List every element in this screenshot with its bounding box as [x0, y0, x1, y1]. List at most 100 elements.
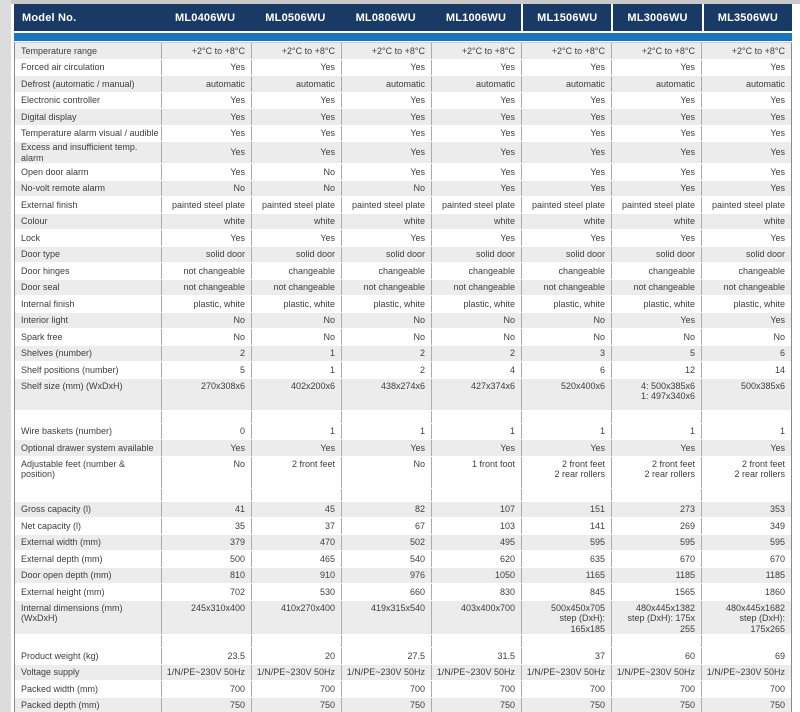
spec-value: Yes — [341, 440, 431, 456]
spec-value: solid door — [431, 246, 521, 262]
spec-value: 353 — [701, 501, 791, 517]
spec-value: 500x450x705 step (DxH): 165x185 — [521, 600, 611, 634]
spec-value: not changeable — [161, 279, 251, 295]
spec-row-open-door-alarm: Open door alarm Yes No Yes Yes Yes Yes Yes — [15, 164, 791, 181]
spec-row-product-weight: Product weight (kg) 23.5 20 27.5 31.5 37 60 69 — [15, 648, 791, 665]
spec-value: 107 — [431, 501, 521, 517]
spec-value: painted steel plate — [431, 197, 521, 213]
spec-value: plastic, white — [701, 296, 791, 312]
row-label: Packed depth (mm) — [21, 700, 100, 710]
spec-value: Yes — [341, 92, 431, 108]
spec-value: 1 — [251, 345, 341, 361]
spec-value: 379 — [161, 534, 251, 550]
spec-value: 2 front feet 2 rear rollers — [611, 456, 701, 488]
spec-row-shelves-number: Shelves (number) 2 1 2 2 3 5 6 — [15, 345, 791, 362]
spec-value: Yes — [341, 59, 431, 75]
scan-edge-top — [0, 0, 800, 4]
spacer-cell — [701, 488, 791, 501]
row-label: No-volt remote alarm — [21, 183, 106, 193]
row-label: Shelf positions (number) — [21, 364, 119, 375]
spec-row-temperature-alarm: Temperature alarm visual / audible Yes Yes… — [15, 125, 791, 142]
spec-value: white — [431, 213, 521, 229]
spec-row-digital-display: Digital display Yes Yes Yes Yes Yes Yes Yes — [15, 109, 791, 126]
spec-value: 1860 — [701, 584, 791, 600]
header-model-ml0806wu: ML0806WU — [355, 11, 416, 24]
spec-row-internal-finish: Internal finish plastic, white plastic, wh… — [15, 296, 791, 313]
spec-value: automatic — [341, 76, 431, 92]
spec-value: 480x445x1382 step (DxH): 175x 255 — [611, 600, 701, 634]
spec-value: 141 — [521, 518, 611, 534]
spec-value: Yes — [701, 312, 791, 328]
spec-value: No — [161, 329, 251, 345]
spacer-cell — [521, 488, 611, 501]
spec-value: 500 — [161, 551, 251, 567]
spec-value: 269 — [611, 518, 701, 534]
spec-value: 635 — [521, 551, 611, 567]
spec-value: Yes — [701, 125, 791, 141]
spec-value: 1185 — [701, 567, 791, 583]
spacer-cell — [161, 410, 251, 423]
spec-value: Yes — [521, 125, 611, 141]
spec-value: +2°C to +8°C — [701, 43, 791, 59]
spec-row-adjustable-feet: Adjustable feet (number & position) No 2 f… — [15, 456, 791, 489]
spec-value: Yes — [611, 312, 701, 328]
spec-value: Yes — [251, 125, 341, 141]
spec-value: 910 — [251, 567, 341, 583]
spec-value: Yes — [701, 440, 791, 456]
spec-value: 23.5 — [161, 648, 251, 664]
spec-value: Yes — [701, 59, 791, 75]
spec-value: Yes — [251, 142, 341, 163]
row-label: Adjustable feet (number & position) — [21, 458, 126, 480]
spec-value: Yes — [521, 109, 611, 125]
spec-value: 20 — [251, 648, 341, 664]
row-label: Internal finish — [21, 298, 75, 309]
spec-value: solid door — [611, 246, 701, 262]
row-label: Spark free — [21, 331, 63, 342]
spec-value: 670 — [611, 551, 701, 567]
spec-value: 976 — [341, 567, 431, 583]
spacer-cell — [341, 635, 431, 647]
spec-value: Yes — [161, 230, 251, 246]
row-label: Product weight (kg) — [21, 650, 99, 661]
row-label: Open door alarm — [21, 166, 89, 177]
spec-value: No — [701, 329, 791, 345]
spec-value: not changeable — [701, 279, 791, 295]
spec-value: Yes — [611, 59, 701, 75]
spec-value: 69 — [701, 648, 791, 664]
header-model-ml1006wu: ML1006WU — [445, 11, 507, 24]
spec-value: No — [521, 312, 611, 328]
row-label: Interior light — [21, 315, 69, 325]
spec-value: Yes — [431, 230, 521, 246]
spec-value: 750 — [251, 697, 341, 712]
spec-row-shelf-size: Shelf size (mm) (WxDxH) 270x308x6 402x200x… — [15, 378, 791, 411]
spec-value: Yes — [431, 180, 521, 196]
spacer-row — [15, 410, 791, 424]
spec-value: 402x200x6 — [251, 378, 341, 410]
spacer-cell — [701, 635, 791, 647]
row-label: Gross capacity (l) — [21, 504, 92, 514]
spec-value: 2 — [341, 345, 431, 361]
scan-edge-left — [0, 0, 11, 712]
spec-value: 270x308x6 — [161, 378, 251, 410]
spec-value: 349 — [701, 518, 791, 534]
spec-row-door-type: Door type solid door solid door solid door s… — [15, 246, 791, 263]
spec-value: Yes — [521, 59, 611, 75]
spec-value: No — [521, 329, 611, 345]
spec-value: 1/N/PE~230V 50Hz — [701, 664, 791, 680]
row-label: External depth (mm) — [21, 553, 103, 564]
spec-value: 67 — [341, 518, 431, 534]
row-label: Electronic controller — [21, 95, 101, 105]
row-label: Shelves (number) — [21, 348, 93, 358]
spec-value: automatic — [431, 76, 521, 92]
spec-value: 6 — [521, 362, 611, 378]
spec-value: Yes — [161, 164, 251, 180]
spec-value: Yes — [341, 125, 431, 141]
spacer-row — [15, 488, 791, 502]
spec-value: 1050 — [431, 567, 521, 583]
spec-value: Yes — [521, 180, 611, 196]
spec-value: changeable — [431, 263, 521, 279]
spec-value: solid door — [341, 246, 431, 262]
spec-value: Yes — [521, 440, 611, 456]
spec-row-spark-free: Spark free No No No No No No No — [15, 329, 791, 346]
spec-value: Yes — [161, 109, 251, 125]
